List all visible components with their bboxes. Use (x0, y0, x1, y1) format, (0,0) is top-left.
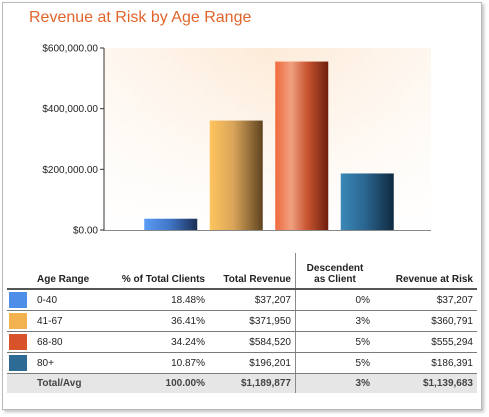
table-row: 0-40 18.48% $37,207 0% $37,207 (7, 289, 477, 311)
cell-total-revenue: $584,520 (209, 331, 296, 353)
table-row: 41-67 36.41% $371,950 3% $360,791 (7, 310, 477, 332)
y-tick-label: $200,000.00 (42, 165, 98, 176)
cell-descendent: 5% (295, 352, 374, 374)
table-row: 68-80 34.24% $584,520 5% $555,294 (7, 331, 477, 353)
cell-total-total-revenue: $1,189,877 (209, 373, 296, 393)
col-descendent: Descendent as Client (295, 253, 374, 290)
bar-chart: $0.00 $200,000.00 $400,000.00 $600,000.00 (42, 44, 431, 237)
cell-total-revenue: $196,201 (209, 352, 296, 374)
cell-total-label: Total/Avg (33, 373, 97, 393)
revenue-table: Age Range % of Total Clients Total Reven… (7, 253, 477, 393)
col-pct-clients: % of Total Clients (97, 253, 209, 290)
cell-age-range: 80+ (33, 352, 97, 374)
bar-68-80 (275, 61, 329, 230)
cell-pct-clients: 18.48% (97, 289, 209, 311)
bar-80+ (340, 173, 394, 230)
table-total-row: Total/Avg 100.00% $1,189,877 3% $1,139,6… (7, 373, 477, 393)
cell-total-pct-clients: 100.00% (97, 373, 209, 393)
chart-title: Revenue at Risk by Age Range (29, 9, 252, 26)
col-total-revenue: Total Revenue (209, 253, 296, 290)
cell-pct-clients: 10.87% (97, 352, 209, 374)
cell-age-range: 68-80 (33, 331, 97, 353)
color-swatch (9, 292, 27, 308)
cell-revenue-at-risk: $555,294 (374, 331, 477, 353)
y-tick-label: $600,000.00 (42, 44, 98, 55)
report-panel: Revenue at Risk by Age Range (2, 2, 482, 410)
cell-revenue-at-risk: $37,207 (374, 289, 477, 311)
bar-41-67 (209, 120, 263, 230)
cell-total-revenue: $37,207 (209, 289, 296, 311)
col-age-range: Age Range (33, 253, 97, 290)
y-tick-label: $0.00 (73, 226, 98, 237)
cell-pct-clients: 36.41% (97, 310, 209, 332)
cell-pct-clients: 34.24% (97, 331, 209, 353)
cell-descendent: 3% (295, 310, 374, 332)
cell-age-range: 0-40 (33, 289, 97, 311)
table-header-row: Age Range % of Total Clients Total Reven… (7, 253, 477, 290)
table-row: 80+ 10.87% $196,201 5% $186,391 (7, 352, 477, 374)
y-tick-label: $400,000.00 (42, 104, 98, 115)
cell-total-revenue: $371,950 (209, 310, 296, 332)
bar-0-40 (144, 218, 198, 230)
color-swatch (9, 313, 27, 329)
col-revenue-at-risk: Revenue at Risk (374, 253, 477, 290)
cell-descendent: 0% (295, 289, 374, 311)
cell-age-range: 41-67 (33, 310, 97, 332)
col-descendent-line1: Descendent (306, 263, 364, 274)
cell-revenue-at-risk: $360,791 (374, 310, 477, 332)
color-swatch (9, 334, 27, 350)
cell-descendent: 5% (295, 331, 374, 353)
cell-total-descendent: 3% (295, 373, 374, 393)
cell-total-revenue-at-risk: $1,139,683 (374, 373, 477, 393)
col-descendent-line2: as Client (314, 274, 356, 285)
cell-revenue-at-risk: $186,391 (374, 352, 477, 374)
color-swatch (9, 355, 27, 371)
